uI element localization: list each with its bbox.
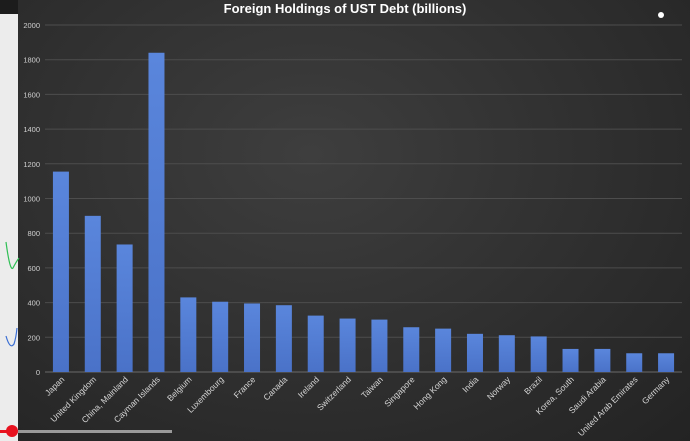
bar [52,171,69,372]
bar [658,353,675,372]
x-tick-label: Germany [640,374,672,406]
left-strip-top-band [0,0,18,14]
bar [594,348,611,372]
bar [371,319,388,372]
progress-knob[interactable] [6,425,19,437]
x-tick-label: Switzerland [315,374,353,412]
y-tick-label: 1400 [23,125,40,134]
y-tick-label: 2000 [23,21,40,30]
x-tick-label: Hong Kong [411,374,448,411]
bar [530,336,547,372]
y-tick-label: 0 [36,368,40,377]
x-tick-label: Ireland [296,374,322,400]
x-tick-label: Brazil [522,374,544,396]
bar [275,305,292,372]
bar [498,335,515,372]
blue-pen-mark [5,327,18,347]
y-tick-label: 1800 [23,56,40,65]
bar [435,328,452,372]
bar [307,315,324,372]
x-tick-label: Japan [43,374,67,398]
y-tick-label: 1000 [23,195,40,204]
left-annotation-strip [0,0,18,441]
bar [180,297,197,372]
x-tick-label: France [232,374,258,400]
y-tick-label: 200 [27,333,40,342]
x-tick-label: Norway [485,374,513,402]
bar [212,301,229,372]
x-tick-label: India [460,374,480,394]
bar [116,244,133,372]
progress-fill [0,430,13,433]
x-tick-label: Taiwan [359,374,385,400]
green-pen-mark [5,241,20,270]
progress-track[interactable] [0,430,172,433]
bar [84,215,101,372]
y-tick-label: 1200 [23,160,40,169]
bar [148,52,165,372]
x-tick-label: Belgium [165,374,194,403]
chart-title: Foreign Holdings of UST Debt (billions) [223,1,467,16]
bar [339,318,356,372]
y-tick-label: 800 [27,229,40,238]
y-tick-label: 600 [27,264,40,273]
cursor-dot [658,12,664,18]
bar [244,303,261,372]
bar [466,333,483,372]
bar [403,327,420,372]
bar [562,348,579,372]
y-tick-label: 1600 [23,90,40,99]
bar [626,353,643,372]
x-tick-label: United Arab Emirates [576,374,640,438]
x-tick-label: Canada [261,374,289,402]
y-tick-label: 400 [27,299,40,308]
